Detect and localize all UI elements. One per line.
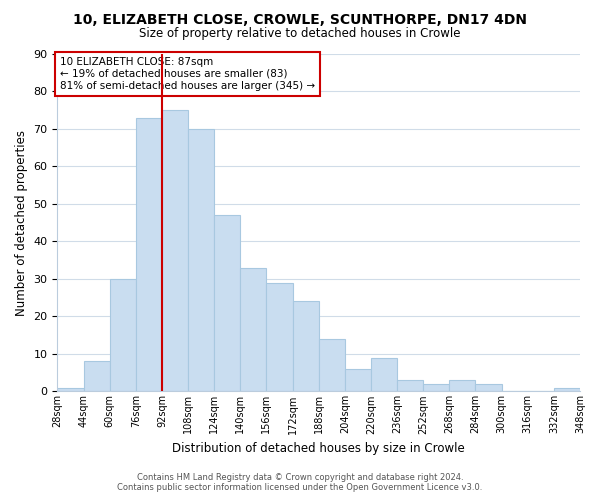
Bar bbox=[397, 380, 423, 392]
Bar bbox=[423, 384, 449, 392]
Bar bbox=[293, 302, 319, 392]
Bar bbox=[345, 369, 371, 392]
Text: Contains HM Land Registry data © Crown copyright and database right 2024.
Contai: Contains HM Land Registry data © Crown c… bbox=[118, 473, 482, 492]
Bar bbox=[554, 388, 580, 392]
Bar bbox=[449, 380, 475, 392]
Bar bbox=[188, 129, 214, 392]
Bar bbox=[58, 388, 83, 392]
Bar bbox=[83, 362, 110, 392]
Bar bbox=[110, 279, 136, 392]
Bar bbox=[214, 215, 241, 392]
Bar bbox=[319, 339, 345, 392]
Bar bbox=[241, 268, 266, 392]
Bar bbox=[162, 110, 188, 392]
Text: 10 ELIZABETH CLOSE: 87sqm
← 19% of detached houses are smaller (83)
81% of semi-: 10 ELIZABETH CLOSE: 87sqm ← 19% of detac… bbox=[60, 58, 315, 90]
Text: 10, ELIZABETH CLOSE, CROWLE, SCUNTHORPE, DN17 4DN: 10, ELIZABETH CLOSE, CROWLE, SCUNTHORPE,… bbox=[73, 12, 527, 26]
Bar bbox=[266, 282, 293, 392]
Text: Size of property relative to detached houses in Crowle: Size of property relative to detached ho… bbox=[139, 28, 461, 40]
Bar bbox=[136, 118, 162, 392]
Bar bbox=[475, 384, 502, 392]
Bar bbox=[371, 358, 397, 392]
Y-axis label: Number of detached properties: Number of detached properties bbox=[15, 130, 28, 316]
X-axis label: Distribution of detached houses by size in Crowle: Distribution of detached houses by size … bbox=[172, 442, 465, 455]
